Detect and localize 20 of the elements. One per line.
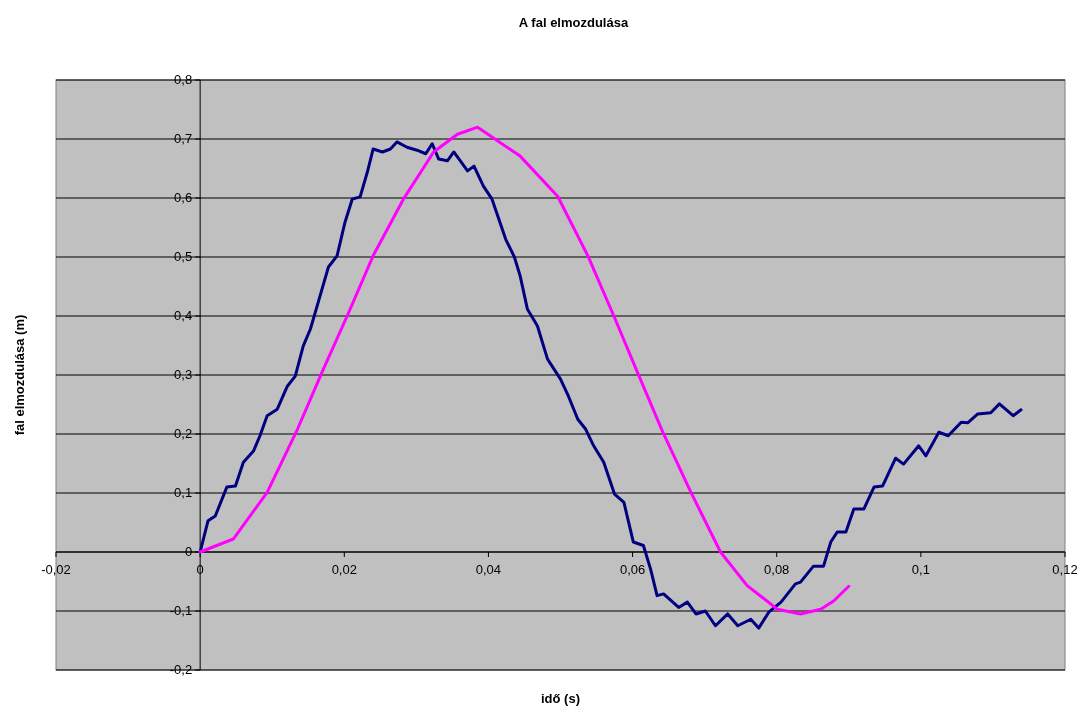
x-tick-label: 0,04 bbox=[475, 562, 502, 577]
y-tick-label: 0,4 bbox=[174, 308, 193, 323]
x-tick-label: 0,1 bbox=[911, 562, 930, 577]
y-axis-title: fal elmozdulása (m) bbox=[12, 314, 27, 436]
y-tick-label: 0,3 bbox=[174, 367, 193, 382]
x-axis-title: idő (s) bbox=[541, 691, 580, 706]
y-tick-label: 0,6 bbox=[174, 190, 193, 205]
chart-title: A fal elmozdulása bbox=[518, 15, 629, 30]
x-tick-label: 0,02 bbox=[331, 562, 357, 577]
x-tick-label: -0,02 bbox=[41, 562, 71, 577]
y-tick-label: 0,1 bbox=[174, 485, 193, 500]
y-tick-label: 0,2 bbox=[174, 426, 193, 441]
y-tick-label: 0,5 bbox=[174, 249, 193, 264]
y-tick-label: -0,1 bbox=[169, 603, 193, 618]
x-tick-label: 0,12 bbox=[1052, 562, 1078, 577]
line-series bbox=[198, 125, 851, 616]
line-series bbox=[198, 140, 1023, 630]
x-tick-label: 0,08 bbox=[764, 562, 790, 577]
x-tick-label: 0,06 bbox=[619, 562, 646, 577]
y-tick-label: 0,7 bbox=[174, 131, 193, 146]
